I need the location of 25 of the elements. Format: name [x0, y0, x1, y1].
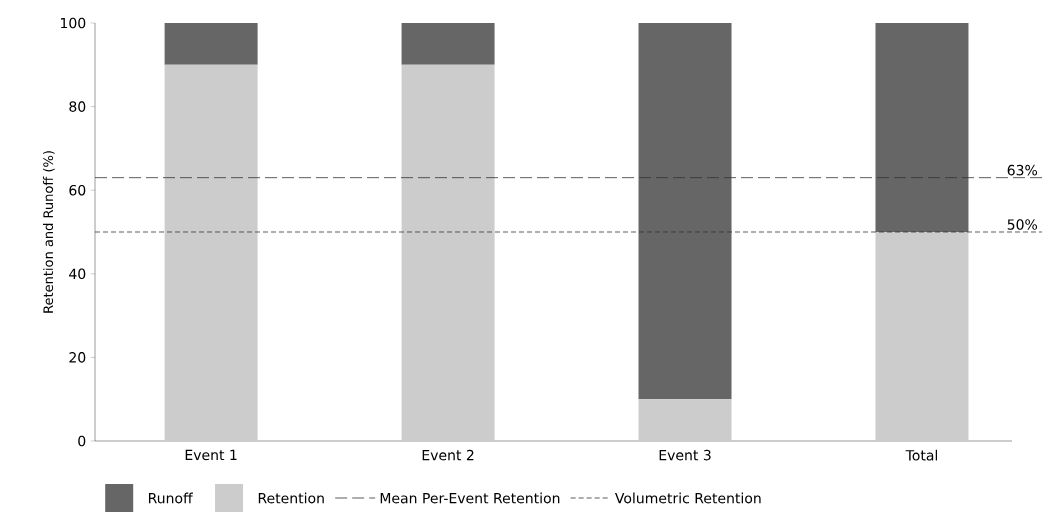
y-tick-label: 60: [69, 184, 86, 196]
bar: [875, 23, 969, 232]
x-tick-label: Event 3: [659, 449, 711, 461]
bar: [164, 64, 258, 441]
x-tick-label: Event 2: [422, 449, 474, 461]
text: Volumetric Retention: [614, 492, 761, 504]
bar: [875, 232, 969, 441]
ref-line-label: 63%: [1007, 164, 1038, 176]
ref-line-label: 50%: [1007, 219, 1038, 230]
y-axis-title: Retention and Runoff (%): [43, 151, 55, 313]
y-tick-label: 20: [69, 352, 86, 363]
y-tick-label: 0: [78, 435, 86, 447]
bar: [401, 23, 495, 65]
legend-label: Runoff: [148, 492, 193, 504]
x-tick-label: Total: [905, 449, 938, 461]
x-tick-label: Event 1: [185, 449, 237, 461]
y-tick-label: 40: [69, 268, 86, 280]
bar: [164, 23, 258, 65]
bar: [401, 64, 495, 441]
legend-label: Retention: [258, 492, 324, 504]
text: Mean Per-Event Retention: [380, 492, 560, 504]
y-tick-label: 100: [61, 17, 86, 29]
bar: [638, 399, 732, 441]
bar: [638, 23, 732, 400]
y-tick-label: 80: [69, 101, 86, 112]
